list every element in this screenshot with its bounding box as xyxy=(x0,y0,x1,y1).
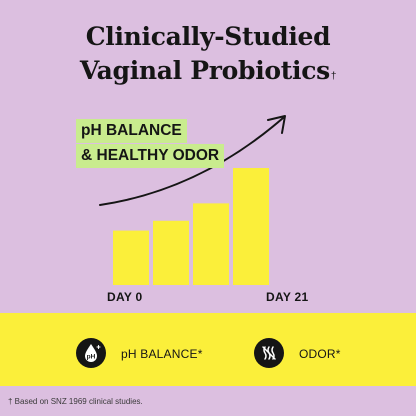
bar-1 xyxy=(113,230,149,285)
bar-2 xyxy=(153,220,189,285)
ph-drop-glyph: pH xyxy=(85,344,101,362)
headline-line-2-text: Vaginal Probiotics xyxy=(79,56,330,85)
headline: Clinically-Studied Vaginal Probiotics† xyxy=(0,20,416,88)
axis-label-start: DAY 0 xyxy=(107,290,143,304)
footnote: † Based on SNZ 1969 clinical studies. xyxy=(8,397,143,406)
no-odor-glyph xyxy=(262,346,276,360)
no-odor-icon xyxy=(254,338,284,368)
axis-label-end: DAY 21 xyxy=(266,290,309,304)
headline-line-1: Clinically-Studied xyxy=(85,22,331,51)
footnote-marker: † xyxy=(330,71,337,82)
headline-line-2: Vaginal Probiotics† xyxy=(0,54,416,88)
claim-tag-line-2: & HEALTHY ODOR xyxy=(76,144,225,168)
trend-arrow-shaft xyxy=(99,117,284,206)
benefit-label-ph: pH BALANCE* xyxy=(121,347,203,361)
ph-drop-icon: pH xyxy=(76,338,106,368)
claim-tag-line-1: pH BALANCE xyxy=(76,119,187,143)
benefits-band xyxy=(0,313,416,386)
ph-drop-text: pH xyxy=(87,354,96,361)
benefit-label-odor: ODOR* xyxy=(299,347,341,361)
trend-arrow-head xyxy=(267,115,286,134)
bar-4 xyxy=(233,168,269,285)
bar-3 xyxy=(193,203,229,285)
bars xyxy=(113,168,269,285)
